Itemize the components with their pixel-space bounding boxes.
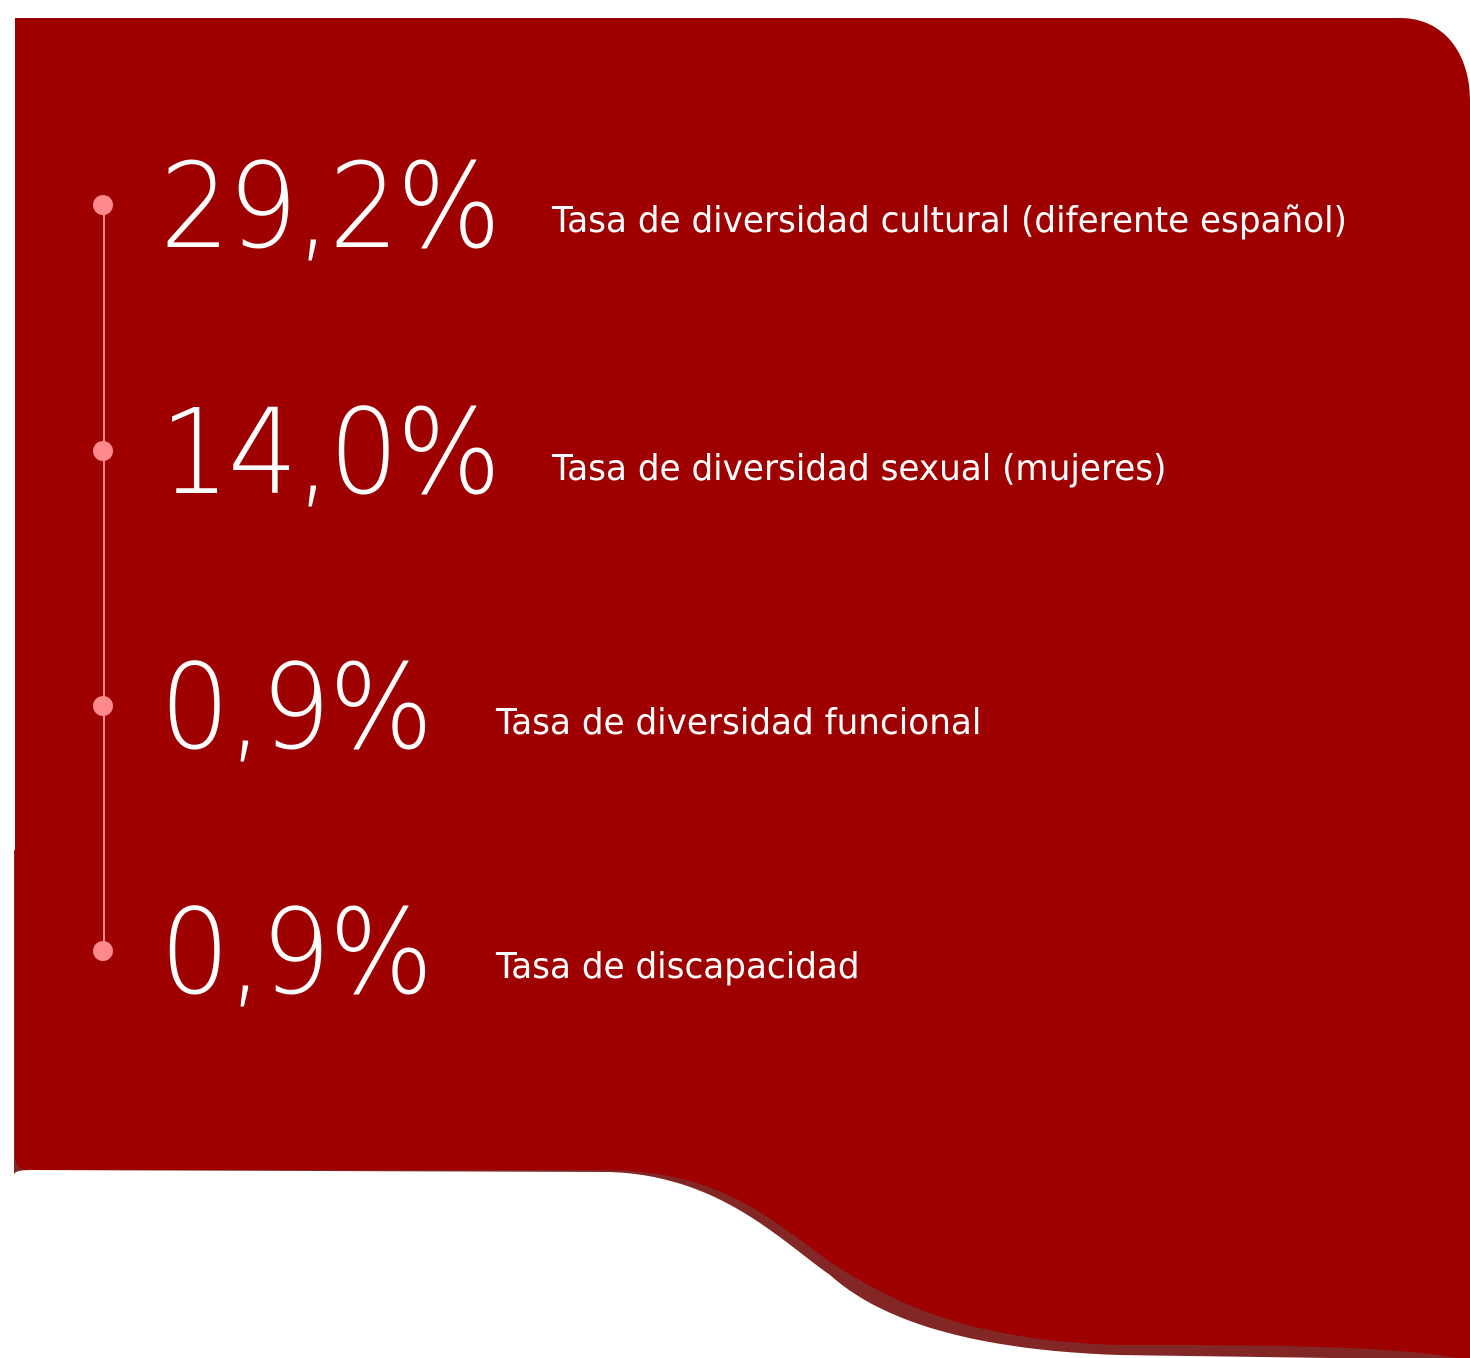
stat-label-discapacidad: Tasa de discapacidad bbox=[496, 946, 860, 987]
timeline-dot bbox=[93, 195, 113, 215]
timeline-dot bbox=[93, 696, 113, 716]
stat-value-funcional: 0,9% bbox=[160, 638, 433, 776]
stat-label-sexual: Tasa de diversidad sexual (mujeres) bbox=[552, 448, 1167, 489]
timeline-dot bbox=[93, 941, 113, 961]
stat-label-funcional: Tasa de diversidad funcional bbox=[496, 702, 982, 743]
stat-value-sexual: 14,0% bbox=[160, 383, 501, 521]
stat-value-cultural: 29,2% bbox=[160, 137, 501, 275]
stat-value-discapacidad: 0,9% bbox=[160, 883, 433, 1021]
panel-body bbox=[15, 18, 1470, 1358]
timeline-dot bbox=[93, 441, 113, 461]
timeline-line bbox=[103, 205, 105, 951]
stat-label-cultural: Tasa de diversidad cultural (diferente e… bbox=[552, 200, 1347, 241]
